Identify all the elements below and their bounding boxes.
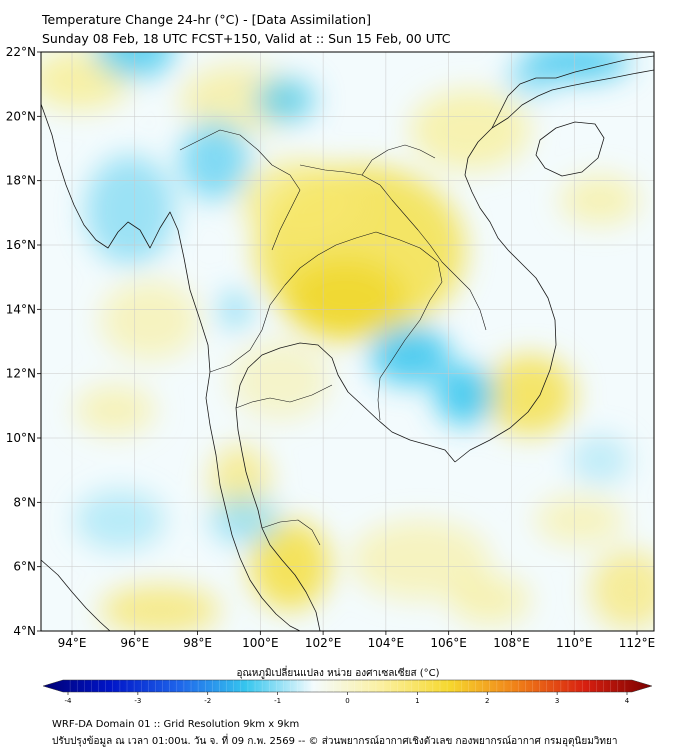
country-border xyxy=(361,174,487,331)
colorbar-tick-label: -2 xyxy=(204,697,211,705)
lon-tick-label: 94°E xyxy=(58,636,87,650)
field-layer xyxy=(41,52,654,631)
lon-tick-label: 106°E xyxy=(430,636,467,650)
colorbar-divisions xyxy=(69,680,626,692)
country-border xyxy=(299,144,436,176)
country-border xyxy=(235,384,333,409)
lon-tick-label: 100°E xyxy=(242,636,279,650)
colorbar-tick-label: 2 xyxy=(485,697,489,705)
latitude-axis: 22°N 20°N 18°N 16°N 14°N 12°N 10°N 8°N 6°N 4°N xyxy=(6,45,41,638)
gulf-coastline xyxy=(235,342,456,631)
temperature-field xyxy=(41,52,654,631)
lat-tick-label: 6°N xyxy=(13,560,36,574)
lat-tick-label: 22°N xyxy=(6,45,36,59)
colorbar-tick-label: 3 xyxy=(555,697,559,705)
hainan-island xyxy=(535,121,605,177)
lon-tick-label: 112°E xyxy=(619,636,656,650)
colorbar-bar xyxy=(42,679,653,693)
lon-tick-label: 104°E xyxy=(368,636,405,650)
lat-tick-label: 12°N xyxy=(6,367,36,381)
country-border xyxy=(377,281,443,421)
lat-tick-label: 14°N xyxy=(6,302,36,316)
footer-model-info: WRF-DA Domain 01 :: Grid Resolution 9km … xyxy=(52,719,300,730)
longitude-axis: 94°E 96°E 98°E 100°E 102°E 104°E 106°E 108°E 110… xyxy=(58,631,656,650)
country-border xyxy=(261,519,321,546)
lat-tick-label: 8°N xyxy=(13,495,36,509)
lat-tick-label: 18°N xyxy=(6,174,36,188)
china-coastline xyxy=(491,55,654,129)
lon-tick-label: 110°E xyxy=(556,636,593,650)
lon-tick-label: 108°E xyxy=(493,636,530,650)
lat-tick-label: 4°N xyxy=(13,624,36,638)
coastlines xyxy=(41,55,654,631)
west-coastline xyxy=(41,103,301,631)
lon-tick-label: 98°E xyxy=(183,636,212,650)
lat-tick-label: 20°N xyxy=(6,109,36,123)
country-border xyxy=(209,231,443,373)
sumatra-coastline xyxy=(41,559,111,631)
colorbar-tick-label: -4 xyxy=(65,697,73,705)
colorbar-tick-label: -1 xyxy=(274,697,281,705)
east-coastline xyxy=(454,69,654,463)
colorbar: -4 -3 -2 -1 0 1 2 3 4 xyxy=(42,679,653,705)
lon-tick-label: 96°E xyxy=(120,636,149,650)
plot-frame xyxy=(40,51,655,632)
footer-update-info: ปรับปรุงข้อมูล ณ เวลา 01:00น. วัน จ. ที่… xyxy=(52,736,618,747)
colorbar-ticks: -4 -3 -2 -1 0 1 2 3 4 xyxy=(65,692,630,705)
colorbar-label: อุณหภูมิเปลี่ยนแปลง หน่วย องศาเซลเซียส (… xyxy=(236,668,440,679)
chart-title: Temperature Change 24-hr (°C) - [Data As… xyxy=(42,12,371,27)
colorbar-tick-label: 1 xyxy=(415,697,419,705)
lat-tick-label: 16°N xyxy=(6,238,36,252)
colorbar-tick-label: 0 xyxy=(345,697,349,705)
chart-subtitle: Sunday 08 Feb, 18 UTC FCST+150, Valid at… xyxy=(42,31,451,46)
colorbar-tick-label: 4 xyxy=(625,697,630,705)
colorbar-tick-label: -3 xyxy=(134,697,141,705)
lon-tick-label: 102°E xyxy=(305,636,342,650)
country-border xyxy=(179,129,301,251)
lat-tick-label: 10°N xyxy=(6,431,36,445)
